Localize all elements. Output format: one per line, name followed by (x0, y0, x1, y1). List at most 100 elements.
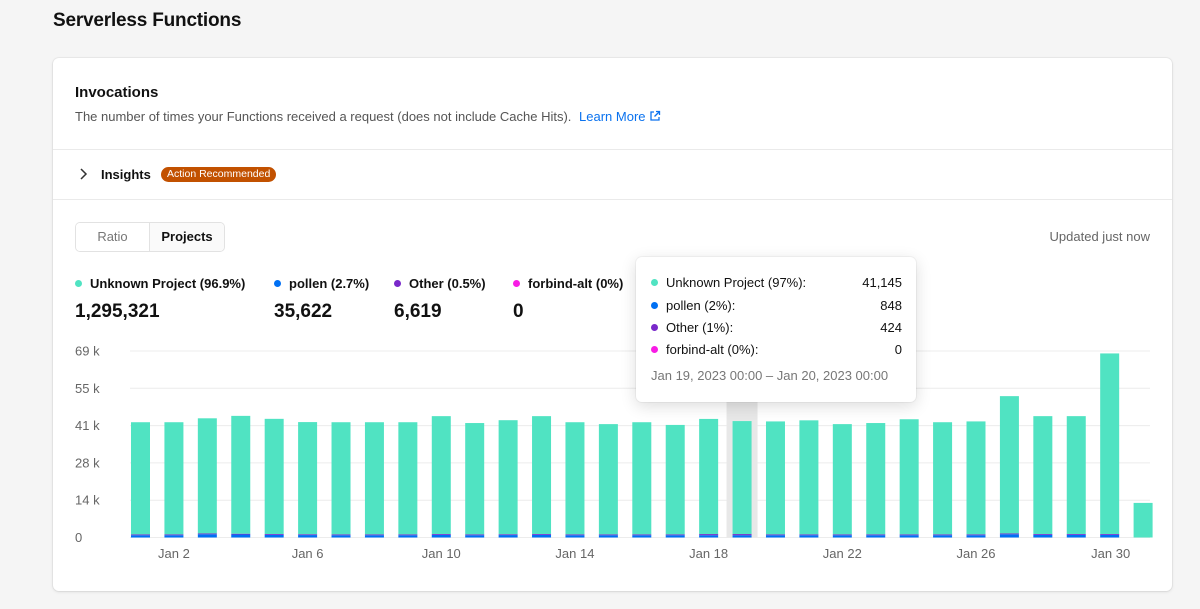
bar-segment (331, 422, 351, 535)
external-link-icon (649, 110, 660, 121)
bar-segment (197, 533, 217, 535)
card-header: Invocations The number of times your Fun… (53, 58, 1172, 150)
legend-item-other[interactable]: Other (0.5%) 6,619 (394, 276, 486, 323)
bar-segment (1066, 416, 1086, 534)
x-tick-label: Jan 14 (555, 546, 594, 561)
tooltip-dot-forbind-alt (651, 345, 658, 353)
x-tick-label: Jan 6 (292, 546, 324, 561)
tooltip-value: 424 (880, 319, 902, 335)
bar-segment (398, 422, 418, 535)
legend-item-forbind-alt[interactable]: forbind-alt (0%) 0 (513, 276, 623, 323)
bar-segment (1133, 502, 1153, 538)
tooltip-row-forbind-alt: forbind-alt (0%): 0 (651, 341, 902, 357)
bar-segment (264, 534, 284, 538)
bar-segment (1033, 416, 1053, 534)
bar-segment (131, 422, 150, 535)
bar-segment (866, 423, 886, 535)
x-tick-label: Jan 26 (956, 546, 995, 561)
bar-segment (765, 421, 785, 535)
projects-tab[interactable]: Projects (150, 223, 224, 251)
bar-segment (164, 535, 184, 538)
bar-segment (765, 535, 785, 538)
legend-item-pollen[interactable]: pollen (2.7%) 35,622 (274, 276, 369, 323)
invocations-chart[interactable]: 0 14 k 28 k 41 k 55 k 69 k Jan 2 Jan 6 Jan 10 Jan… (53, 338, 1172, 568)
bar-segment (632, 534, 652, 536)
tooltip-value: 41,145 (862, 274, 902, 290)
learn-more-link[interactable]: Learn More (579, 109, 660, 124)
tooltip-dot-pollen (651, 301, 658, 309)
bar-segment (197, 418, 217, 534)
bar-segment (598, 424, 618, 535)
y-tick-label: 0 (75, 530, 82, 545)
bar-segment (197, 534, 217, 538)
tooltip-label: pollen (2%): (666, 297, 736, 313)
bar-segment (532, 534, 552, 538)
bar-segment (231, 415, 251, 534)
view-toggle: Ratio Projects (75, 222, 225, 252)
learn-more-label: Learn More (579, 109, 646, 124)
page-title: Serverless Functions (53, 10, 242, 31)
bar-segment (866, 535, 886, 538)
bar-segment (933, 422, 953, 535)
bar-segment (933, 535, 953, 538)
chevron-right-icon[interactable] (77, 167, 89, 181)
bar-segment (1066, 533, 1086, 535)
bar-segment (1100, 353, 1120, 534)
bar-segment (665, 534, 685, 536)
bar-segment (999, 396, 1019, 534)
description-text: The number of times your Functions recei… (75, 109, 572, 124)
bar-segment (1100, 534, 1120, 538)
bar-segment (999, 534, 1019, 538)
y-tick-label: 69 k (75, 344, 100, 359)
legend-item-unknown-project[interactable]: Unknown Project (96.9%) 1,295,321 (75, 276, 245, 323)
bar-segment (264, 533, 284, 535)
action-recommended-badge: Action Recommended (161, 167, 277, 182)
tooltip-row-pollen: pollen (2%): 848 (651, 297, 902, 313)
tooltip-label: Unknown Project (97%): (666, 274, 807, 290)
bar-segment (565, 422, 585, 535)
legend-dot-pollen (274, 280, 281, 287)
bar-segment (331, 534, 351, 536)
legend-label-forbind-alt: forbind-alt (0%) (528, 276, 624, 291)
bar-segment (933, 534, 953, 536)
bar-segment (732, 535, 752, 538)
bar-segment (699, 418, 719, 535)
bar-segment (632, 535, 652, 538)
card-description: The number of times your Functions recei… (75, 109, 661, 124)
bar-segment (264, 418, 284, 534)
ratio-tab[interactable]: Ratio (76, 223, 150, 251)
bar-segment (298, 535, 318, 538)
x-tick-label: Jan 18 (689, 546, 728, 561)
bar-segment (732, 421, 752, 535)
bar-segment (899, 535, 919, 538)
bar-segment (364, 535, 384, 538)
bar-segment (532, 533, 552, 535)
bar-segment (665, 424, 685, 535)
bar-segment (498, 534, 518, 536)
tooltip-value: 848 (880, 297, 902, 313)
bar-segment (565, 534, 585, 536)
bar-segment (1033, 534, 1053, 538)
bar-segment (799, 535, 819, 538)
bar-segment (598, 535, 618, 538)
legend-label-pollen: pollen (2.7%) (289, 276, 370, 291)
bar-segment (465, 535, 485, 538)
bar-segment (498, 535, 518, 538)
legend-value-pollen: 35,622 (274, 301, 333, 322)
legend-dot-other (394, 280, 401, 287)
bar-segment (565, 535, 585, 538)
bar-segment (598, 534, 618, 536)
bar-segment (1066, 534, 1086, 538)
x-tick-label: Jan 10 (422, 546, 461, 561)
bar-segment (799, 534, 819, 536)
bar-segment (431, 416, 451, 534)
bar-segment (398, 534, 418, 536)
bar-segment (966, 421, 986, 535)
legend-label-unknown-project: Unknown Project (96.9%) (90, 276, 246, 291)
y-tick-label: 55 k (75, 381, 100, 396)
bar-segment (431, 533, 451, 535)
card-title: Invocations (75, 84, 159, 101)
insights-row[interactable]: Insights Action Recommended (53, 150, 1172, 200)
tooltip-row-other: Other (1%): 424 (651, 319, 902, 335)
insights-label: Insights (101, 167, 151, 182)
